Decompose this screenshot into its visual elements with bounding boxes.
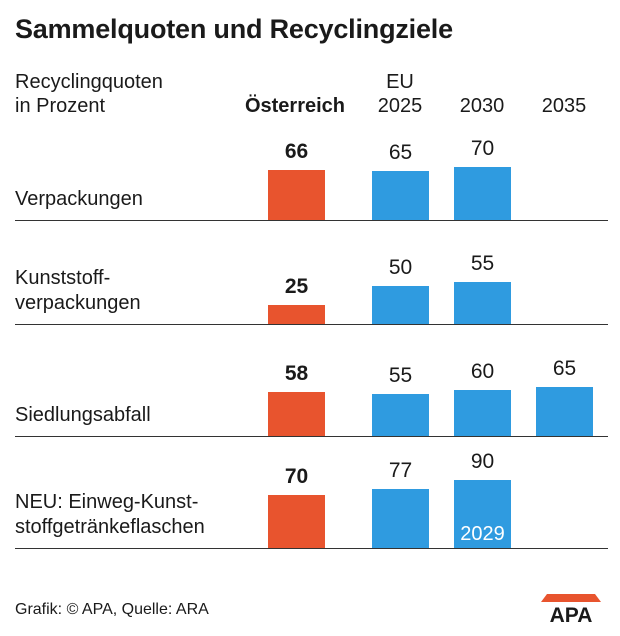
value-label: 65 (388, 141, 413, 164)
column-header-eu: EU (386, 71, 414, 93)
bar-note: 2029 (460, 523, 505, 545)
bar-eu-target (454, 282, 511, 324)
row-label-line: stoffgetränkeflaschen (15, 516, 205, 538)
column-header-austria: Österreich (244, 95, 346, 117)
bar-eu-target (454, 167, 511, 220)
value-label: 55 (388, 364, 413, 387)
bar-eu-target (372, 489, 429, 548)
value-label: 50 (388, 256, 413, 279)
column-header-2035: 2035 (541, 95, 587, 117)
column-header-2025: 2025 (377, 95, 423, 117)
row-label-line: Siedlungsabfall (15, 404, 151, 426)
unit-label: Recyclingquoten in Prozent (15, 70, 163, 118)
row-label-line: Verpackungen (15, 188, 143, 210)
value-label: 77 (388, 459, 413, 482)
row-label-line: NEU: Einweg-Kunst- (15, 491, 199, 513)
value-label: 58 (284, 362, 309, 385)
bar-eu-target (372, 286, 429, 324)
bar-austria (268, 392, 325, 436)
row-divider (15, 436, 608, 437)
unit-label-line2: in Prozent (15, 95, 106, 117)
column-header-2030: 2030 (459, 95, 505, 117)
row-divider (15, 220, 608, 221)
row-label-line: Kunststoff- (15, 267, 111, 289)
apa-logo-text: APA (550, 604, 593, 623)
value-label: 66 (284, 140, 309, 163)
value-label: 55 (470, 252, 495, 275)
chart-title: Sammelquoten und Recyclingziele (15, 14, 453, 44)
row-label: NEU: Einweg-Kunst-stoffgetränkeflaschen (15, 490, 205, 540)
unit-label-line1: Recyclingquoten (15, 71, 163, 93)
bar-austria (268, 170, 325, 220)
row-divider (15, 548, 608, 549)
bar-austria (268, 305, 325, 324)
bar-eu-target (454, 480, 511, 548)
row-label: Siedlungsabfall (15, 403, 151, 428)
row-divider (15, 324, 608, 325)
value-label: 90 (470, 450, 495, 473)
bar-austria (268, 495, 325, 548)
value-label: 25 (284, 275, 309, 298)
row-label: Verpackungen (15, 187, 143, 212)
bar-eu-target (372, 394, 429, 436)
bar-eu-target (536, 387, 593, 436)
value-label: 65 (552, 357, 577, 380)
bar-eu-target (454, 390, 511, 436)
bar-eu-target (372, 171, 429, 220)
value-label: 70 (284, 465, 309, 488)
value-label: 70 (470, 137, 495, 160)
row-label-line: verpackungen (15, 292, 141, 314)
row-label: Kunststoff-verpackungen (15, 266, 141, 316)
value-label: 60 (470, 360, 495, 383)
source-note: Grafik: © APA, Quelle: ARA (15, 601, 209, 618)
apa-logo: APA (541, 594, 601, 623)
